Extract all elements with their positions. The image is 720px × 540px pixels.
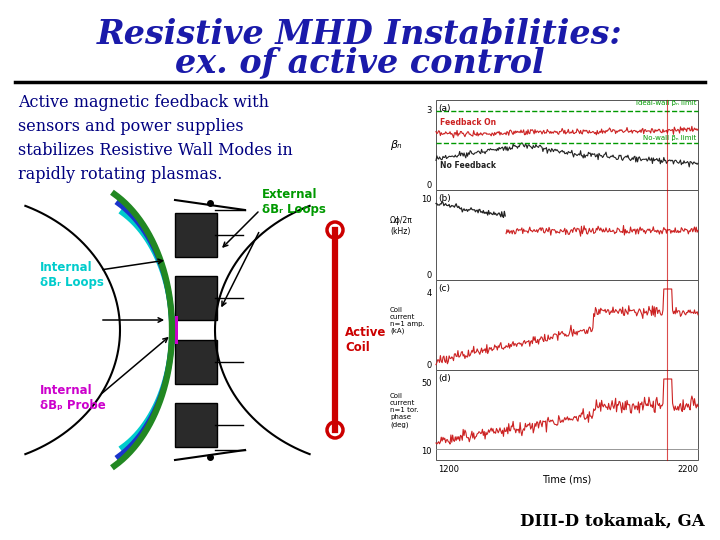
Bar [436, 100, 698, 190]
Text: External
δBᵣ Loops: External δBᵣ Loops [262, 188, 326, 216]
Text: Time (ms): Time (ms) [542, 474, 592, 484]
Text: 0: 0 [427, 271, 432, 280]
Text: Internal
δBᵣ Loops: Internal δBᵣ Loops [40, 261, 104, 289]
Text: Active magnetic feedback with
sensors and power supplies
stabilizes Resistive Wa: Active magnetic feedback with sensors an… [18, 94, 293, 184]
Bar [436, 190, 698, 280]
Text: 1200: 1200 [438, 465, 459, 474]
Text: ex. of active control: ex. of active control [175, 46, 545, 79]
Text: Coil
current
n=1 tor.
phase
(deg): Coil current n=1 tor. phase (deg) [390, 393, 418, 428]
Text: (d): (d) [438, 374, 451, 383]
Text: Active
Coil: Active Coil [345, 326, 387, 354]
Text: 3: 3 [427, 106, 432, 116]
Text: 50: 50 [421, 379, 432, 388]
Text: Coil
current
n=1 amp.
(kA): Coil current n=1 amp. (kA) [390, 307, 425, 334]
Text: βₙ: βₙ [390, 140, 402, 150]
Text: Feedback On: Feedback On [440, 118, 496, 127]
Bar [436, 280, 698, 370]
Text: 10: 10 [421, 194, 432, 204]
Text: (c): (c) [438, 284, 450, 293]
Bar [175, 213, 217, 257]
Text: No-wall βₙ limit: No-wall βₙ limit [643, 134, 696, 140]
Text: Resistive MHD Instabilities:: Resistive MHD Instabilities: [97, 18, 623, 51]
Text: 0: 0 [427, 361, 432, 370]
Text: Ideal-wall βₙ limit: Ideal-wall βₙ limit [636, 99, 696, 105]
Text: (a): (a) [438, 104, 451, 113]
Text: 10: 10 [421, 447, 432, 456]
Bar [175, 403, 217, 447]
Bar [171, 316, 178, 344]
Text: Ωϕ/2π
(kHz): Ωϕ/2π (kHz) [390, 217, 413, 235]
Text: 2200: 2200 [677, 465, 698, 474]
Bar [175, 340, 217, 384]
Text: DIII-D tokamak, GA: DIII-D tokamak, GA [521, 513, 705, 530]
Bar [175, 276, 217, 320]
Text: 0: 0 [427, 181, 432, 190]
Text: (b): (b) [438, 194, 451, 203]
Text: Internal
δBₚ Probe: Internal δBₚ Probe [40, 384, 106, 412]
Text: 4: 4 [427, 289, 432, 298]
Text: No Feedback: No Feedback [440, 160, 496, 170]
Bar [436, 370, 698, 460]
